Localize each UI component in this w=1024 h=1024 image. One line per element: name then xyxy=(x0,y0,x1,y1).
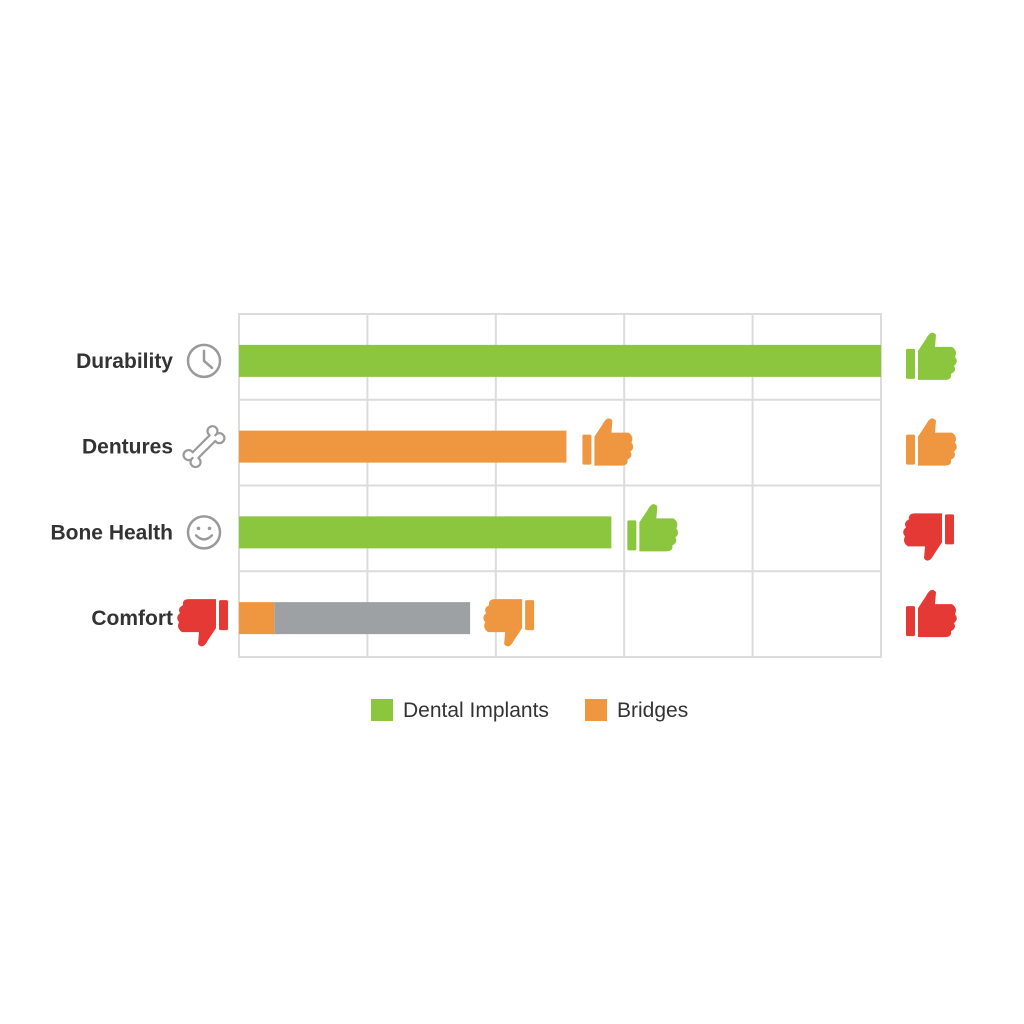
category-label: Durability xyxy=(76,350,173,373)
category-label: Bone Health xyxy=(50,521,173,544)
bar-end-thumbs-up-icon xyxy=(582,418,634,466)
right-thumbs-up-icon xyxy=(906,332,957,380)
bar-segment xyxy=(274,602,471,635)
bar-segment xyxy=(239,430,567,463)
legend-label: Dental Implants xyxy=(403,699,549,722)
bar-end-thumbs-up-icon xyxy=(627,504,679,552)
bar-segment xyxy=(239,344,881,377)
category-label: Comfort xyxy=(91,607,173,630)
bone-icon xyxy=(182,425,226,469)
thumbs-down-icon xyxy=(177,599,228,647)
clock-icon xyxy=(186,343,222,379)
legend-label: Bridges xyxy=(617,699,688,722)
legend-swatch xyxy=(585,699,607,721)
bar-end-thumbs-down-icon xyxy=(483,599,535,647)
right-thumbs-up-icon xyxy=(906,418,957,466)
legend-swatch xyxy=(371,699,393,721)
bar-segment xyxy=(239,516,612,549)
smile-icon xyxy=(186,515,222,550)
right-thumbs-up-icon xyxy=(906,589,957,638)
bar-segment xyxy=(239,602,275,635)
category-label: Dentures xyxy=(82,436,173,459)
right-thumbs-down-icon xyxy=(903,513,954,561)
